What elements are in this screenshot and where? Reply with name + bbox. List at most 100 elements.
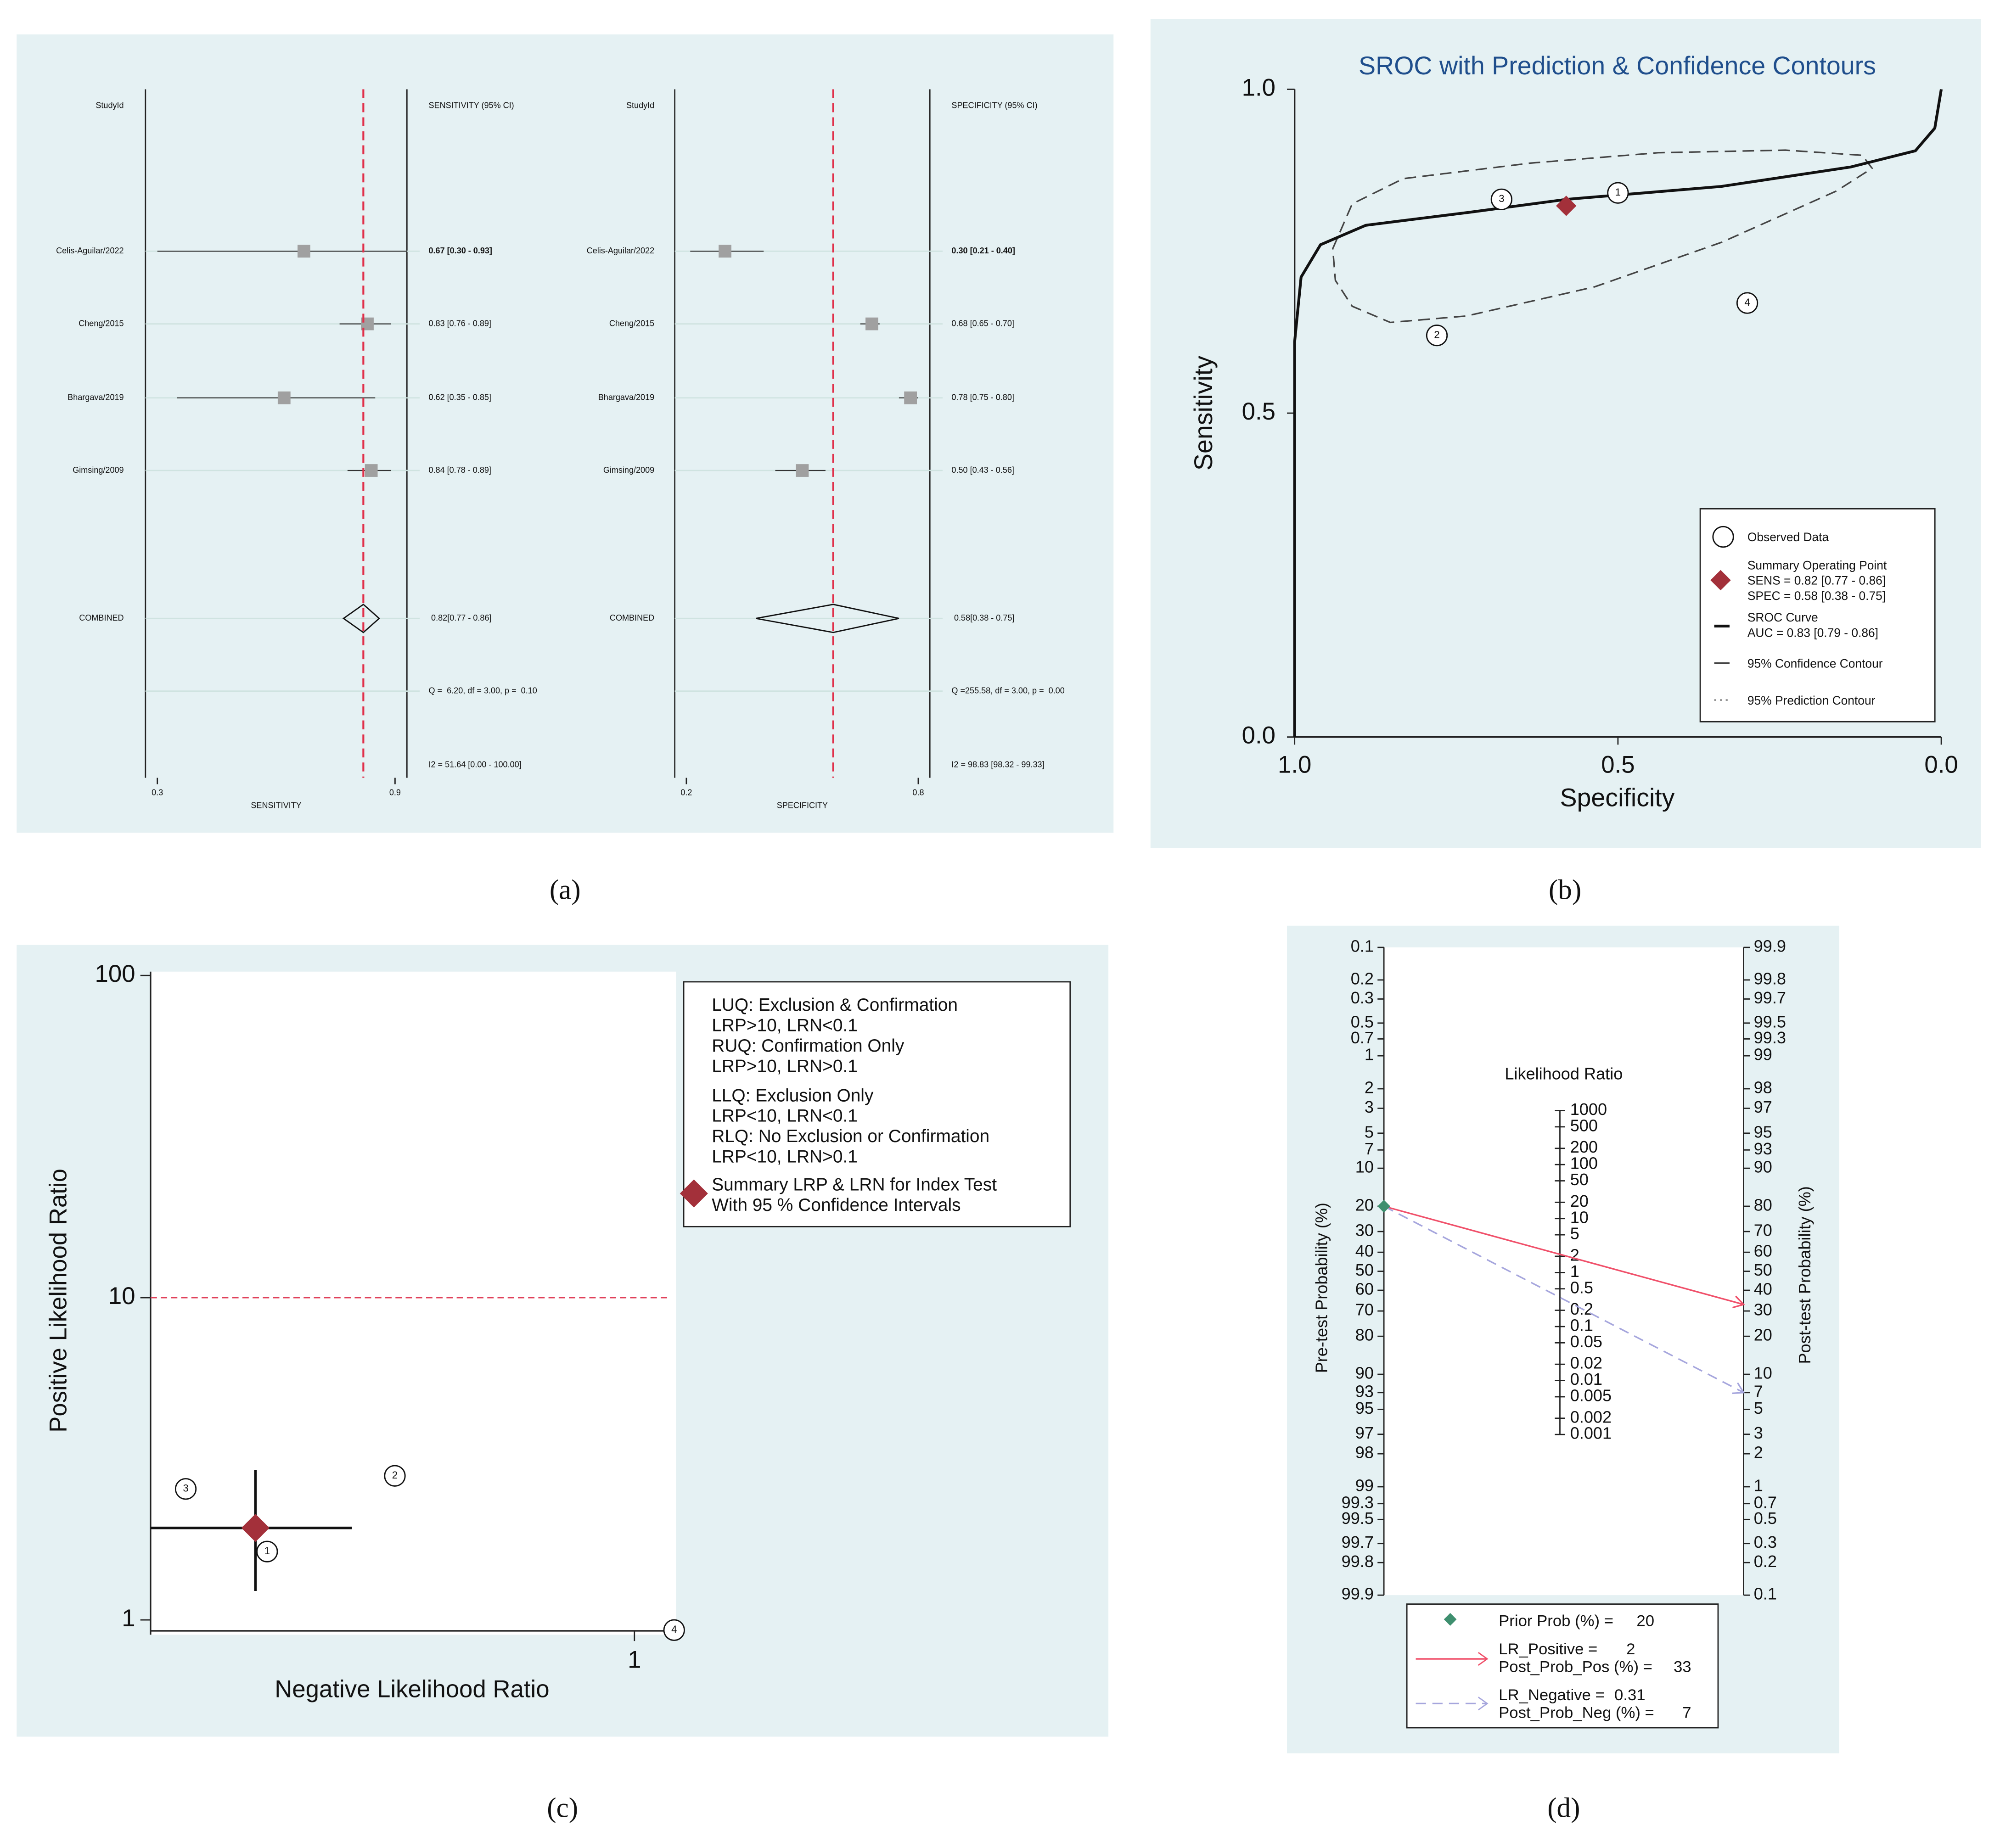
study-estimate: [298, 245, 310, 258]
study-point: [256, 1540, 278, 1562]
right-tick-label: 93: [1754, 1139, 1772, 1158]
study-number: 1: [1615, 186, 1621, 198]
combined-diamond: [756, 604, 899, 633]
left-tick-label: 2: [1365, 1078, 1374, 1097]
caption: (a): [550, 875, 581, 906]
legend-box: [1406, 1603, 1719, 1729]
caption: (d): [1547, 1793, 1580, 1824]
observed-study: [1736, 292, 1758, 314]
y-tick-label: 100: [95, 960, 135, 987]
legend-value: 7: [1682, 1704, 1691, 1722]
middle-tick-label: 10: [1570, 1208, 1589, 1226]
study-number: 4: [671, 1624, 677, 1635]
caption: (b): [1549, 875, 1581, 906]
study-label: Celis-Aguilar/2022: [56, 246, 124, 255]
right-tick-label: 0.1: [1754, 1585, 1777, 1603]
legend-text: LLQ: Exclusion Only: [712, 1086, 874, 1105]
right-tick-label: 30: [1754, 1300, 1772, 1319]
left-tick-label: 95: [1355, 1399, 1374, 1417]
legend-label: Summary Operating Point: [1747, 558, 1887, 572]
left-tick-label: 5: [1365, 1122, 1374, 1141]
column-header: SENSITIVITY (95% CI): [429, 101, 514, 110]
right-tick-label: 97: [1754, 1098, 1772, 1116]
study-estimate: [277, 391, 291, 404]
study-label: Bhargava/2019: [598, 392, 654, 402]
left-tick-label: 80: [1355, 1326, 1374, 1344]
legend-text: LUQ: Exclusion & Confirmation: [712, 995, 958, 1015]
left-tick-label: 0.2: [1351, 969, 1374, 988]
left-tick-label: 0.7: [1351, 1028, 1374, 1047]
x-axis-label: SENSITIVITY: [251, 801, 301, 810]
right-tick-label: 20: [1754, 1326, 1772, 1344]
legend-text: RUQ: Confirmation Only: [712, 1036, 904, 1056]
legend-text: LRP>10, LRN>0.1: [712, 1056, 858, 1076]
legend-label: Post_Prob_Neg (%) =: [1499, 1704, 1654, 1722]
legend-text: LRP>10, LRN<0.1: [712, 1015, 858, 1035]
y-axis-label: Sensitivity: [1189, 356, 1218, 470]
x-tick-label: 1.0: [1278, 751, 1311, 778]
positive-line: [1383, 1205, 1744, 1305]
positive-arrowhead: [1732, 1295, 1745, 1309]
legend-note: AUC = 0.83 [0.79 - 0.86]: [1747, 626, 1878, 640]
study-number: 1: [264, 1545, 270, 1557]
study-label: Gimsing/2009: [73, 465, 124, 475]
study-label: COMBINED: [79, 613, 124, 622]
left-tick-label: 30: [1355, 1221, 1374, 1240]
value-label: 0.83 [0.76 - 0.89]: [429, 319, 491, 328]
middle-tick-label: 50: [1570, 1170, 1589, 1189]
left-tick-label: 99.8: [1342, 1552, 1374, 1571]
chart-title: SROC with Prediction & Confidence Contou…: [1359, 51, 1876, 80]
right-tick-label: 0.5: [1754, 1509, 1777, 1528]
right-tick-label: 50: [1754, 1260, 1772, 1279]
right-tick-label: 2: [1754, 1443, 1763, 1462]
study-label: Bhargava/2019: [67, 392, 124, 402]
y-tick-label: 1: [122, 1605, 135, 1632]
legend-symbol: [680, 1179, 708, 1208]
left-tick-label: 70: [1355, 1300, 1374, 1319]
heterogeneity-statistic: I2 = 51.64 [0.00 - 100.00]: [429, 760, 522, 769]
middle-tick-label: 0.02: [1570, 1354, 1602, 1372]
study-estimate: [365, 464, 378, 477]
study-number: 3: [183, 1483, 188, 1494]
combined-diamond: [342, 603, 380, 633]
left-tick-label: 50: [1355, 1260, 1374, 1279]
right-tick-label: 0.7: [1754, 1493, 1777, 1512]
legend-text: Summary LRP & LRN for Index Test: [712, 1175, 997, 1195]
legend-text: LRP<10, LRN<0.1: [712, 1106, 858, 1126]
y-tick-label: 0.5: [1242, 398, 1275, 425]
right-tick-label: 99.3: [1754, 1028, 1786, 1047]
right-tick-label: 60: [1754, 1242, 1772, 1260]
middle-tick-label: 5: [1570, 1224, 1579, 1243]
legend-symbol: [1478, 1697, 1489, 1711]
left-axis-label: Pre-test Probability (%): [1312, 1203, 1331, 1373]
right-tick-label: 90: [1754, 1158, 1772, 1176]
left-tick-label: 1: [1365, 1045, 1374, 1064]
right-tick-label: 40: [1754, 1280, 1772, 1299]
x-axis-label: Specificity: [1560, 783, 1674, 812]
y-axis-label: Positive Likelihood Ratio: [45, 1169, 72, 1433]
right-tick-label: 80: [1754, 1195, 1772, 1214]
middle-axis-label: Likelihood Ratio: [1505, 1064, 1623, 1083]
caption: (c): [547, 1793, 578, 1824]
middle-tick-label: 100: [1570, 1154, 1598, 1173]
study-point: [384, 1465, 406, 1487]
heterogeneity-statistic: I2 = 98.83 [98.32 - 99.33]: [951, 760, 1044, 769]
panel-c-plot-area: [150, 971, 676, 1635]
legend-text: LRP<10, LRN>0.1: [712, 1147, 858, 1167]
study-number: 2: [392, 1469, 398, 1481]
right-tick-label: 1: [1754, 1476, 1763, 1495]
legend-label: Post_Prob_Pos (%) =: [1499, 1658, 1652, 1676]
left-tick-label: 0.1: [1351, 937, 1374, 956]
value-label: 0.62 [0.35 - 0.85]: [429, 392, 491, 402]
x-axis-label: Negative Likelihood Ratio: [275, 1675, 549, 1702]
legend-text: RLQ: No Exclusion or Confirmation: [712, 1126, 989, 1146]
legend-symbol: [1444, 1613, 1457, 1626]
right-tick-label: 5: [1754, 1399, 1763, 1417]
panel-d-plot-area: [1384, 947, 1744, 1596]
right-tick-label: 99: [1754, 1045, 1772, 1064]
column-header: StudyId: [626, 101, 654, 110]
legend-symbol: [1712, 526, 1734, 548]
middle-tick-label: 200: [1570, 1137, 1598, 1156]
legend-symbol: [1710, 570, 1731, 591]
